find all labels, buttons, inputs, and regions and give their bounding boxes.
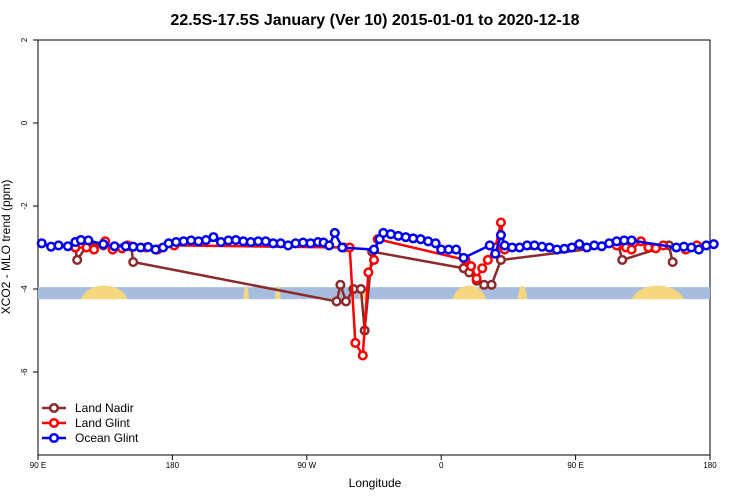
legend-swatch-marker: [48, 402, 60, 414]
data-point: [355, 283, 366, 295]
land-region: [80, 285, 128, 300]
data-point: [458, 252, 469, 263]
data-point: [350, 337, 361, 349]
data-point: [368, 244, 380, 255]
series-ocean-glint: [36, 227, 719, 263]
chart-title: 22.5S-17.5S January (Ver 10) 2015-01-01 …: [170, 12, 579, 29]
y-tick-label: 2: [20, 37, 29, 42]
x-axis-label: Longitude: [349, 476, 402, 490]
y-axis: 2 0 -2 -4 -6: [20, 37, 38, 376]
data-point: [693, 244, 704, 255]
data-point: [98, 239, 109, 250]
legend-label: Ocean Glint: [75, 431, 139, 445]
data-point: [62, 241, 73, 252]
data-point: [466, 261, 477, 272]
data-point: [88, 244, 100, 255]
y-tick-label: -6: [20, 368, 29, 376]
data-point: [324, 240, 335, 251]
data-point: [128, 256, 139, 268]
data-point: [36, 238, 47, 249]
land-region: [517, 285, 528, 300]
data-point: [617, 254, 628, 266]
ocean-strip: [38, 287, 710, 300]
x-axis: 90 E 180 90 W 0 90 E 180: [30, 455, 717, 470]
legend-label: Land Nadir: [75, 401, 134, 415]
data-point: [208, 232, 219, 243]
land-region: [631, 285, 684, 300]
data-point: [667, 256, 678, 268]
x-tick-label: 90 E: [567, 461, 583, 470]
data-point: [340, 296, 352, 307]
data-point: [363, 267, 374, 278]
y-tick-label: -4: [20, 285, 29, 293]
data-point: [53, 240, 64, 251]
data-point: [490, 248, 501, 259]
data-point: [337, 242, 348, 253]
data-point: [482, 254, 493, 266]
y-axis-label: XCO2 - MLO trend (ppm): [0, 180, 13, 315]
data-point: [484, 240, 495, 251]
data-point: [430, 238, 441, 249]
data-point: [471, 273, 482, 284]
data-point: [486, 279, 497, 290]
series-layer: [36, 217, 719, 361]
data-point: [451, 244, 462, 255]
legend-item: Land Nadir: [42, 401, 134, 415]
y-tick-label: 0: [20, 120, 29, 125]
x-tick-label: 0: [439, 461, 444, 470]
data-point: [109, 241, 120, 252]
legend-swatch-marker: [48, 417, 60, 429]
data-point: [477, 263, 488, 274]
y-tick-label: -2: [20, 202, 29, 210]
data-point: [72, 254, 83, 266]
legend-item: Land Glint: [42, 416, 130, 430]
data-point: [626, 244, 637, 255]
data-point: [708, 239, 719, 250]
data-point: [495, 217, 506, 228]
land-region: [452, 285, 486, 300]
legend-label: Land Glint: [75, 416, 130, 430]
data-point: [329, 227, 340, 239]
data-point: [368, 254, 380, 266]
legend-item: Ocean Glint: [42, 431, 139, 445]
data-point: [626, 235, 637, 246]
x-tick-label: 180: [166, 461, 180, 470]
data-point: [495, 230, 506, 241]
data-point: [335, 279, 346, 290]
legend-swatch-marker: [48, 432, 60, 444]
x-tick-label: 90 E: [30, 461, 46, 470]
x-tick-label: 90 W: [297, 461, 316, 470]
land-mask: [38, 285, 710, 300]
data-point: [495, 254, 506, 266]
data-point: [83, 235, 94, 246]
data-point: [331, 296, 342, 307]
data-point: [357, 350, 368, 361]
x-tick-label: 180: [703, 461, 717, 470]
land-region: [243, 285, 249, 300]
